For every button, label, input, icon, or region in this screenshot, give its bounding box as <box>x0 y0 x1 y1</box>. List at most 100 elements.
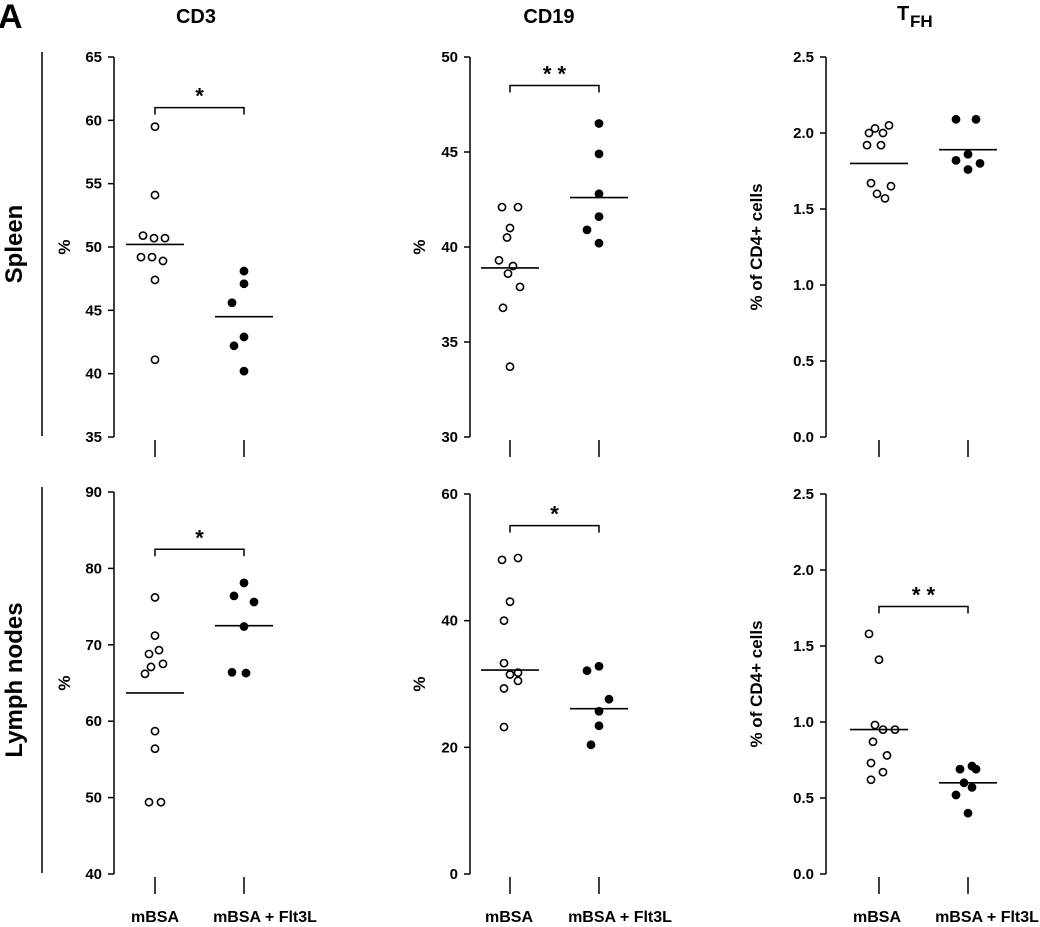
open-data-point <box>878 128 888 138</box>
open-data-point <box>494 255 504 265</box>
filled-data-point <box>975 158 985 168</box>
open-data-point <box>158 256 168 266</box>
significance-label: * * <box>543 62 567 87</box>
open-data-point <box>150 275 160 285</box>
y-tick-label: 2.5 <box>793 49 814 66</box>
open-data-point <box>874 655 884 665</box>
y-tick-label: 40 <box>441 239 458 256</box>
chart-panel-6: 0.0 0.5 1.0 1.5 2.0 2.5 % of CD4+ cells * * <box>747 486 997 894</box>
open-data-point <box>868 737 878 747</box>
open-data-point <box>160 233 170 243</box>
open-data-point <box>882 751 892 760</box>
open-data-point <box>884 121 894 130</box>
column-title-cd19: CD19 <box>523 6 574 28</box>
filled-data-point <box>239 279 249 289</box>
row-label-spleen: Spleen <box>1 205 28 284</box>
y-tick-label: 0.5 <box>793 790 814 807</box>
y-tick-label: 60 <box>85 112 102 129</box>
filled-data-point <box>229 341 239 351</box>
filled-data-point <box>963 165 973 174</box>
open-data-point <box>497 555 507 565</box>
y-tick-label: 1.0 <box>793 714 814 731</box>
open-data-point <box>870 124 880 133</box>
open-data-point <box>154 645 164 655</box>
open-data-point <box>878 767 888 777</box>
significance-bracket <box>509 84 600 93</box>
open-data-point <box>150 593 160 602</box>
y-tick-label: 50 <box>85 239 102 256</box>
open-data-point <box>513 676 523 686</box>
open-data-point <box>866 775 876 785</box>
open-data-point <box>146 662 156 672</box>
y-tick-label: 40 <box>441 613 458 630</box>
open-data-point <box>872 189 882 199</box>
filled-data-point <box>594 149 604 159</box>
y-tick-label: 0.5 <box>793 353 814 370</box>
filled-data-point <box>963 808 973 818</box>
y-tick-label: 50 <box>441 49 458 66</box>
y-tick-label: 35 <box>85 429 102 446</box>
significance-label: * <box>195 84 204 109</box>
y-tick-label: 1.5 <box>793 638 814 655</box>
y-tick-label: 2.0 <box>793 125 814 142</box>
open-data-point <box>864 128 874 138</box>
significance-bracket <box>878 605 969 614</box>
open-data-point <box>876 140 886 150</box>
y-tick-label: 1.0 <box>793 277 814 294</box>
open-data-point <box>156 797 166 807</box>
y-tick-label: 30 <box>441 429 458 446</box>
y-tick-label: 55 <box>85 176 102 193</box>
filled-data-point <box>967 782 977 792</box>
y-tick-label: 65 <box>85 49 102 66</box>
filled-data-point <box>249 597 259 607</box>
y-tick-label: 50 <box>85 790 102 807</box>
y-axis-label: % <box>410 239 429 254</box>
open-data-point <box>505 597 515 607</box>
open-data-point <box>140 669 150 679</box>
filled-data-point <box>971 114 981 124</box>
y-tick-label: 80 <box>85 560 102 577</box>
open-data-point <box>499 658 509 668</box>
filled-data-point <box>239 578 249 588</box>
filled-data-point <box>586 740 596 750</box>
open-data-point <box>515 282 525 292</box>
filled-data-point <box>239 332 249 342</box>
filled-data-point <box>227 667 237 677</box>
open-data-point <box>866 758 876 768</box>
open-data-point <box>862 140 872 150</box>
open-data-point <box>513 553 523 563</box>
significance-label: * <box>550 502 559 527</box>
filled-data-point <box>239 266 249 276</box>
column-title-cd3: CD3 <box>176 6 216 28</box>
open-data-point <box>158 659 168 669</box>
group-label-tfh-flt3l: mBSA + Flt3L <box>935 909 1039 926</box>
open-data-point <box>144 649 154 659</box>
open-data-point <box>886 181 896 191</box>
chart-panel-5: 0 20 40 60% * <box>410 486 628 894</box>
open-data-point <box>499 722 509 732</box>
y-axis-label: % <box>55 239 74 254</box>
panel-label: A <box>0 0 23 36</box>
significance-bracket <box>509 524 600 533</box>
y-axis-label: % of CD4+ cells <box>747 620 766 747</box>
filled-data-point <box>594 189 604 199</box>
filled-data-point <box>951 790 961 800</box>
open-data-point <box>497 202 507 212</box>
y-tick-label: 40 <box>85 366 102 383</box>
y-tick-label: 0.0 <box>793 866 814 883</box>
significance-label: * <box>195 525 204 550</box>
open-data-point <box>149 233 159 243</box>
y-tick-label: 2.5 <box>793 486 814 503</box>
open-data-point <box>505 670 515 679</box>
filled-data-point <box>951 114 961 124</box>
filled-data-point <box>594 661 604 671</box>
y-tick-label: 2.0 <box>793 562 814 579</box>
y-tick-label: 35 <box>441 334 458 351</box>
filled-data-point <box>955 764 965 774</box>
y-axis-label: % <box>55 675 74 690</box>
y-tick-label: 70 <box>85 637 102 654</box>
significance-label: * * <box>912 582 936 607</box>
y-tick-label: 45 <box>85 302 102 319</box>
filled-data-point <box>604 694 614 704</box>
filled-data-point <box>594 119 604 128</box>
